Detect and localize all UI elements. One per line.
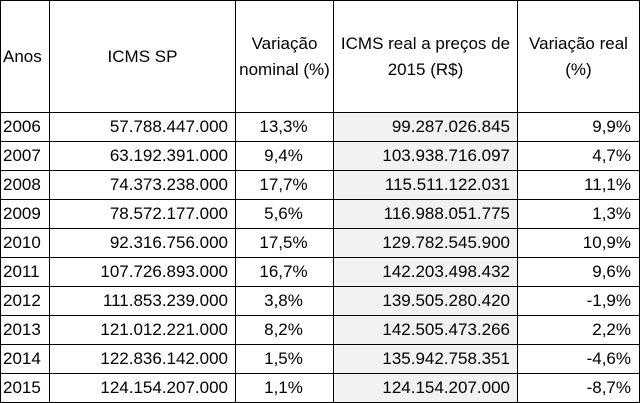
cell-variacao-real: 9,6% — [517, 257, 640, 287]
cell-icms-real: 124.154.207.000 — [333, 373, 518, 403]
table-row: 2012 111.853.239.000 3,8% 139.505.280.420 -1… — [0, 286, 640, 316]
header-icms-real: ICMS real a preços de 2015 (R$) — [333, 0, 518, 113]
cell-ano: 2011 — [0, 257, 50, 287]
cell-ano: 2006 — [0, 112, 50, 142]
cell-icms-sp: 107.726.893.000 — [49, 257, 236, 287]
cell-variacao-nominal: 1,5% — [235, 344, 334, 374]
cell-icms-sp: 63.192.391.000 — [49, 141, 236, 171]
table-row: 2010 92.316.756.000 17,5% 129.782.545.900 10… — [0, 228, 640, 258]
cell-ano: 2010 — [0, 228, 50, 258]
table-row: 2011 107.726.893.000 16,7% 142.203.498.432 9… — [0, 257, 640, 287]
table-row: 2007 63.192.391.000 9,4% 103.938.716.097 4,7… — [0, 141, 640, 171]
table-row: 2015 124.154.207.000 1,1% 124.154.207.000 -8… — [0, 373, 640, 403]
cell-variacao-nominal: 1,1% — [235, 373, 334, 403]
cell-icms-sp: 74.373.238.000 — [49, 170, 236, 200]
cell-variacao-nominal: 3,8% — [235, 286, 334, 316]
cell-variacao-real: -8,7% — [517, 373, 640, 403]
table-row: 2013 121.012.221.000 8,2% 142.505.473.266 2,… — [0, 315, 640, 345]
cell-icms-sp: 122.836.142.000 — [49, 344, 236, 374]
cell-variacao-real: 9,9% — [517, 112, 640, 142]
cell-variacao-nominal: 13,3% — [235, 112, 334, 142]
cell-variacao-nominal: 17,5% — [235, 228, 334, 258]
cell-ano: 2014 — [0, 344, 50, 374]
cell-icms-real: 99.287.026.845 — [333, 112, 518, 142]
table-body: 2006 57.788.447.000 13,3% 99.287.026.845 9,9… — [0, 112, 640, 403]
table-row: 2006 57.788.447.000 13,3% 99.287.026.845 9,9… — [0, 112, 640, 142]
cell-variacao-real: 2,2% — [517, 315, 640, 345]
cell-variacao-real: -4,6% — [517, 344, 640, 374]
cell-ano: 2012 — [0, 286, 50, 316]
cell-ano: 2007 — [0, 141, 50, 171]
cell-variacao-nominal: 5,6% — [235, 199, 334, 229]
cell-icms-real: 135.942.758.351 — [333, 344, 518, 374]
cell-icms-real: 142.505.473.266 — [333, 315, 518, 345]
cell-ano: 2015 — [0, 373, 50, 403]
cell-icms-real: 115.511.122.031 — [333, 170, 518, 200]
cell-icms-real: 142.203.498.432 — [333, 257, 518, 287]
header-anos: Anos — [0, 0, 50, 113]
cell-icms-sp: 121.012.221.000 — [49, 315, 236, 345]
cell-variacao-real: 10,9% — [517, 228, 640, 258]
cell-variacao-nominal: 8,2% — [235, 315, 334, 345]
cell-ano: 2008 — [0, 170, 50, 200]
cell-icms-real: 139.505.280.420 — [333, 286, 518, 316]
table-row: 2008 74.373.238.000 17,7% 115.511.122.031 11… — [0, 170, 640, 200]
cell-icms-real: 103.938.716.097 — [333, 141, 518, 171]
cell-icms-real: 116.988.051.775 — [333, 199, 518, 229]
table-row: 2014 122.836.142.000 1,5% 135.942.758.351 -4… — [0, 344, 640, 374]
cell-icms-sp: 78.572.177.000 — [49, 199, 236, 229]
cell-icms-sp: 124.154.207.000 — [49, 373, 236, 403]
table-header: Anos ICMS SP Variação nominal (%) ICMS r… — [0, 0, 640, 113]
cell-ano: 2009 — [0, 199, 50, 229]
header-row: Anos ICMS SP Variação nominal (%) ICMS r… — [0, 0, 640, 113]
cell-variacao-real: -1,9% — [517, 286, 640, 316]
cell-variacao-real: 1,3% — [517, 199, 640, 229]
cell-variacao-nominal: 17,7% — [235, 170, 334, 200]
table-row: 2009 78.572.177.000 5,6% 116.988.051.775 1,3… — [0, 199, 640, 229]
header-variacao-real: Variação real (%) — [517, 0, 640, 113]
cell-icms-sp: 57.788.447.000 — [49, 112, 236, 142]
header-variacao-nominal: Variação nominal (%) — [235, 0, 334, 113]
cell-variacao-real: 4,7% — [517, 141, 640, 171]
cell-ano: 2013 — [0, 315, 50, 345]
cell-icms-sp: 111.853.239.000 — [49, 286, 236, 316]
cell-variacao-nominal: 16,7% — [235, 257, 334, 287]
cell-icms-real: 129.782.545.900 — [333, 228, 518, 258]
cell-variacao-real: 11,1% — [517, 170, 640, 200]
cell-variacao-nominal: 9,4% — [235, 141, 334, 171]
header-icms-sp: ICMS SP — [49, 0, 236, 113]
cell-icms-sp: 92.316.756.000 — [49, 228, 236, 258]
